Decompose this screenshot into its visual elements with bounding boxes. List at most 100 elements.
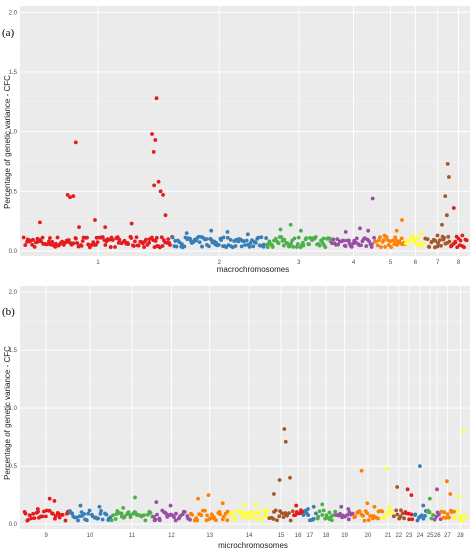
snp-point-chr-22	[395, 512, 400, 517]
snp-point-chr-5	[391, 238, 395, 243]
snp-point-chr-1	[144, 237, 148, 242]
y-tick-label: 0.0	[9, 522, 18, 528]
snp-point-chr-17	[314, 511, 318, 516]
chart-a-svg: (a) Percentage of genetic variance - CFC…	[2, 6, 470, 274]
x-tick-label-chr-5: 5	[389, 260, 393, 266]
snp-point-chr-4	[331, 237, 336, 242]
snp-point-chr-1	[65, 192, 70, 197]
snp-point-chr-2	[197, 240, 202, 245]
snp-point-chr-13	[203, 508, 207, 513]
snp-point-chr-7	[447, 175, 451, 179]
x-tick-label-chr-23: 23	[406, 533, 413, 539]
snp-point-chr-18	[327, 510, 332, 515]
snp-point-chr-4	[343, 244, 348, 249]
snp-point-chr-1	[131, 244, 136, 248]
snp-point-chr-7	[439, 243, 443, 248]
snp-point-chr-3	[265, 245, 270, 249]
snp-point-chr-5	[381, 238, 386, 242]
snp-point-chr-28	[453, 515, 458, 519]
y-tick-label: 1.0	[9, 406, 18, 412]
snp-point-chr-2	[209, 228, 214, 233]
snp-point-chr-9	[53, 514, 58, 518]
snp-point-chr-7	[440, 222, 444, 227]
snp-point-chr-1	[160, 244, 165, 248]
snp-point-chr-1	[85, 235, 89, 240]
snp-point-chr-3	[292, 236, 297, 241]
snp-point-chr-2	[253, 240, 258, 245]
x-axis-title-a: macrochromosomes	[217, 265, 289, 274]
snp-point-chr-3	[321, 236, 326, 241]
snp-point-chr-13	[218, 512, 223, 517]
snp-point-chr-4	[369, 242, 374, 247]
snp-point-chr-14	[254, 517, 259, 522]
snp-point-chr-9	[51, 511, 55, 516]
snp-point-chr-20	[365, 501, 370, 506]
snp-point-chr-11	[122, 514, 127, 519]
snp-point-chr-6	[421, 242, 426, 247]
snp-point-chr-4	[367, 239, 371, 244]
snp-point-chr-3	[285, 241, 290, 246]
snp-point-chr-1	[71, 194, 76, 198]
snp-point-chr-2	[219, 238, 223, 242]
snp-point-chr-9	[47, 508, 52, 513]
snp-point-chr-14	[249, 509, 254, 514]
snp-point-chr-6	[408, 238, 413, 243]
snp-point-chr-6	[419, 231, 424, 235]
snp-point-chr-1	[75, 241, 80, 245]
snp-point-chr-23	[409, 512, 414, 517]
snp-point-chr-15	[283, 439, 288, 444]
snp-point-chr-11	[148, 511, 153, 515]
snp-point-chr-2	[244, 238, 249, 243]
snp-point-chr-22	[402, 516, 406, 521]
snp-point-chr-9	[60, 512, 65, 517]
snp-point-chr-10	[74, 515, 79, 520]
snp-point-chr-1	[134, 235, 139, 240]
snp-point-chr-28	[463, 514, 468, 518]
snp-point-chr-11	[145, 512, 150, 517]
snp-point-chr-11	[133, 495, 137, 500]
snp-point-chr-15	[287, 511, 291, 516]
snp-point-chr-1	[168, 243, 172, 247]
snp-point-chr-10	[84, 518, 89, 523]
snp-point-chr-1	[152, 183, 156, 188]
snp-point-chr-17	[301, 513, 306, 517]
snp-point-chr-9	[52, 499, 57, 503]
snp-point-chr-15	[273, 508, 278, 513]
snp-point-chr-3	[270, 245, 275, 249]
snp-point-chr-18	[320, 502, 325, 507]
snp-point-chr-11	[126, 510, 131, 515]
snp-point-chr-2	[184, 231, 189, 235]
panel-label-b: (b)	[2, 306, 15, 318]
snp-point-chr-3	[323, 245, 328, 250]
snp-point-chr-27	[452, 509, 456, 514]
snp-point-chr-3	[298, 228, 303, 233]
snp-point-chr-7	[436, 241, 440, 245]
snp-point-chr-18	[324, 513, 329, 518]
snp-point-chr-14	[239, 515, 244, 520]
snp-point-chr-1	[31, 237, 35, 242]
snp-point-chr-2	[228, 237, 233, 242]
snp-point-chr-10	[70, 511, 75, 516]
snp-point-chr-12	[173, 518, 178, 523]
snp-point-chr-4	[370, 196, 375, 201]
y-tick-label: 0.0	[9, 249, 18, 255]
snp-point-chr-1	[153, 239, 158, 243]
snp-point-chr-6	[411, 233, 415, 238]
snp-point-chr-18	[329, 518, 334, 523]
snp-point-chr-1	[154, 235, 159, 240]
snp-point-chr-27	[441, 515, 446, 520]
snp-point-chr-10	[98, 511, 103, 516]
snp-point-chr-15	[272, 492, 276, 496]
snp-point-chr-1	[60, 239, 65, 244]
snp-point-chr-20	[359, 468, 364, 473]
snp-point-chr-3	[281, 243, 286, 248]
snp-point-chr-1	[163, 213, 168, 218]
snp-point-chr-5	[373, 239, 378, 244]
snp-point-chr-10	[97, 504, 102, 509]
snp-point-chr-14	[242, 503, 246, 508]
snp-point-chr-3	[273, 236, 278, 241]
snp-point-chr-4	[359, 243, 363, 248]
snp-point-chr-13	[214, 518, 218, 523]
snp-point-chr-4	[343, 230, 348, 234]
snp-point-chr-4	[336, 242, 341, 247]
